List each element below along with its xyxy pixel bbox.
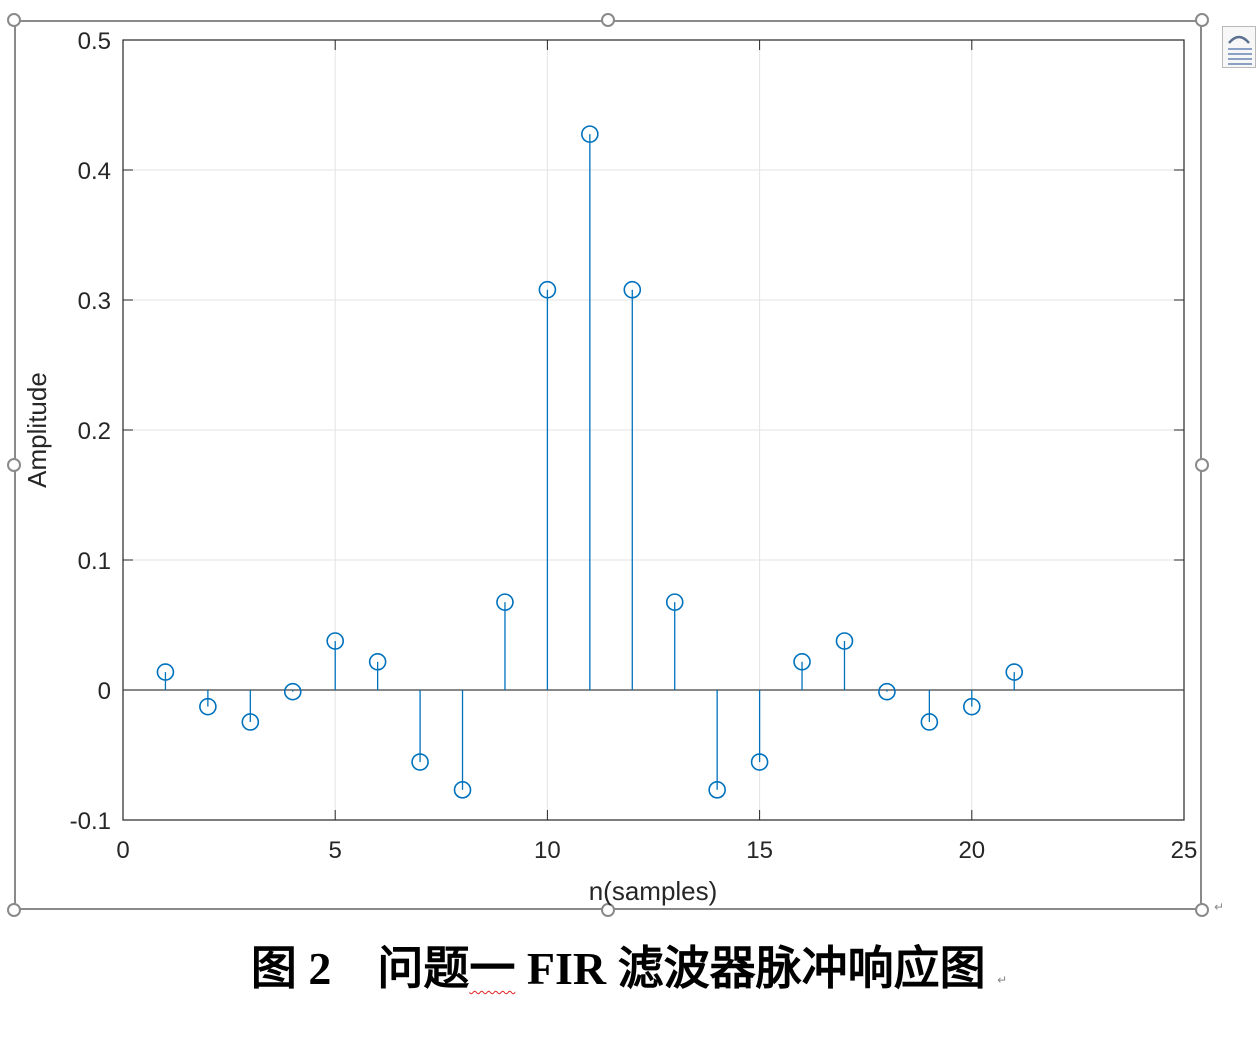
stem-marker <box>368 652 387 671</box>
x-tick-label: 10 <box>534 837 561 864</box>
stem-18 <box>878 682 896 701</box>
stem-marker <box>835 632 854 650</box>
stem-marker <box>708 781 726 799</box>
resize-handle-top-left[interactable] <box>7 13 21 27</box>
layout-options-icon <box>1228 35 1252 65</box>
resize-handle-middle-left[interactable] <box>7 458 21 472</box>
caption-figure-label: 图 2 <box>250 943 332 994</box>
stem-marker <box>453 781 472 799</box>
stem-marker <box>878 682 896 701</box>
x-tick-label: 25 <box>1171 837 1198 864</box>
stem-17 <box>835 632 854 690</box>
paragraph-mark: ↵ <box>1214 900 1225 914</box>
stem-16 <box>793 652 811 690</box>
stem-marker <box>538 280 557 299</box>
stem-marker <box>750 753 769 771</box>
y-tick-label: 0.1 <box>78 548 111 575</box>
resize-handle-top-right[interactable] <box>1195 13 1209 27</box>
stem-13 <box>665 593 684 690</box>
x-tick-label: 0 <box>116 837 129 864</box>
stem-chart: 0 5 10 15 20 25 -0.100.10.20.30.40.5 n(sample… <box>22 28 1197 906</box>
resize-handle-bottom-left[interactable] <box>7 903 21 917</box>
stem-12 <box>623 280 642 690</box>
stem-4 <box>283 682 302 701</box>
y-tick-label: -0.1 <box>70 808 111 835</box>
resize-handle-top-center[interactable] <box>601 13 615 27</box>
stem-9 <box>496 593 514 690</box>
caption-title-part1: 问题 <box>377 943 470 994</box>
y-tick-labels: -0.1 0 0.1 0.2 0.3 0.4 0.5 <box>70 28 111 835</box>
resize-handle-bottom-right[interactable] <box>1195 903 1209 917</box>
stem-marker <box>793 652 811 671</box>
stem-marker <box>283 682 302 701</box>
stem-14 <box>708 690 726 799</box>
stem-marker <box>199 697 217 716</box>
axis-ticks <box>122 39 1185 821</box>
stem-marker <box>156 663 175 681</box>
x-tick-labels: 0 5 10 15 20 25 <box>116 837 1197 864</box>
stem-10 <box>538 280 557 690</box>
y-tick-label: 0.5 <box>78 28 111 55</box>
stem-2 <box>199 690 217 716</box>
y-tick-label: 0.3 <box>78 288 111 315</box>
x-tick-label: 5 <box>329 837 342 864</box>
resize-handle-middle-right[interactable] <box>1195 458 1209 472</box>
stem-5 <box>326 632 345 690</box>
stem-marker <box>920 713 939 731</box>
caption-paragraph-mark: ↵ <box>997 973 1008 987</box>
stem-marker <box>665 593 684 611</box>
layout-options-button[interactable] <box>1222 26 1256 68</box>
caption-title-spellcheck-word: 一 <box>469 943 516 994</box>
stem-1 <box>156 663 175 690</box>
stem-21 <box>1005 663 1024 690</box>
stem-15 <box>750 690 769 771</box>
x-tick-label: 20 <box>958 837 985 864</box>
stem-marker <box>1005 663 1024 681</box>
x-tick-label: 15 <box>746 837 773 864</box>
caption-title-part2: FIR 滤波器脉冲响应图 <box>515 943 986 994</box>
figure-caption: 图 2 问题一 FIR 滤波器脉冲响应图 ↵ <box>0 932 1258 998</box>
stem-marker <box>326 632 345 650</box>
grid-lines <box>122 39 1185 821</box>
stem-6 <box>368 652 387 690</box>
stem-11 <box>581 125 599 690</box>
resize-handle-bottom-center[interactable] <box>601 903 615 917</box>
stem-7 <box>411 690 429 771</box>
stem-3 <box>241 690 260 731</box>
y-axis-label: Amplitude <box>22 372 52 488</box>
stem-marker <box>241 713 260 731</box>
stem-marker <box>962 697 981 716</box>
stems <box>156 125 1024 799</box>
y-tick-label: 0.4 <box>78 158 111 185</box>
y-tick-label: 0 <box>98 678 111 705</box>
stem-19 <box>920 690 939 731</box>
stem-marker <box>496 593 514 611</box>
x-axis-label: n(samples) <box>589 876 718 906</box>
stem-marker <box>623 280 642 299</box>
stem-marker <box>581 125 599 143</box>
stem-marker <box>411 753 429 771</box>
stem-20 <box>962 690 981 716</box>
y-tick-label: 0.2 <box>78 418 111 445</box>
stem-8 <box>453 690 472 799</box>
